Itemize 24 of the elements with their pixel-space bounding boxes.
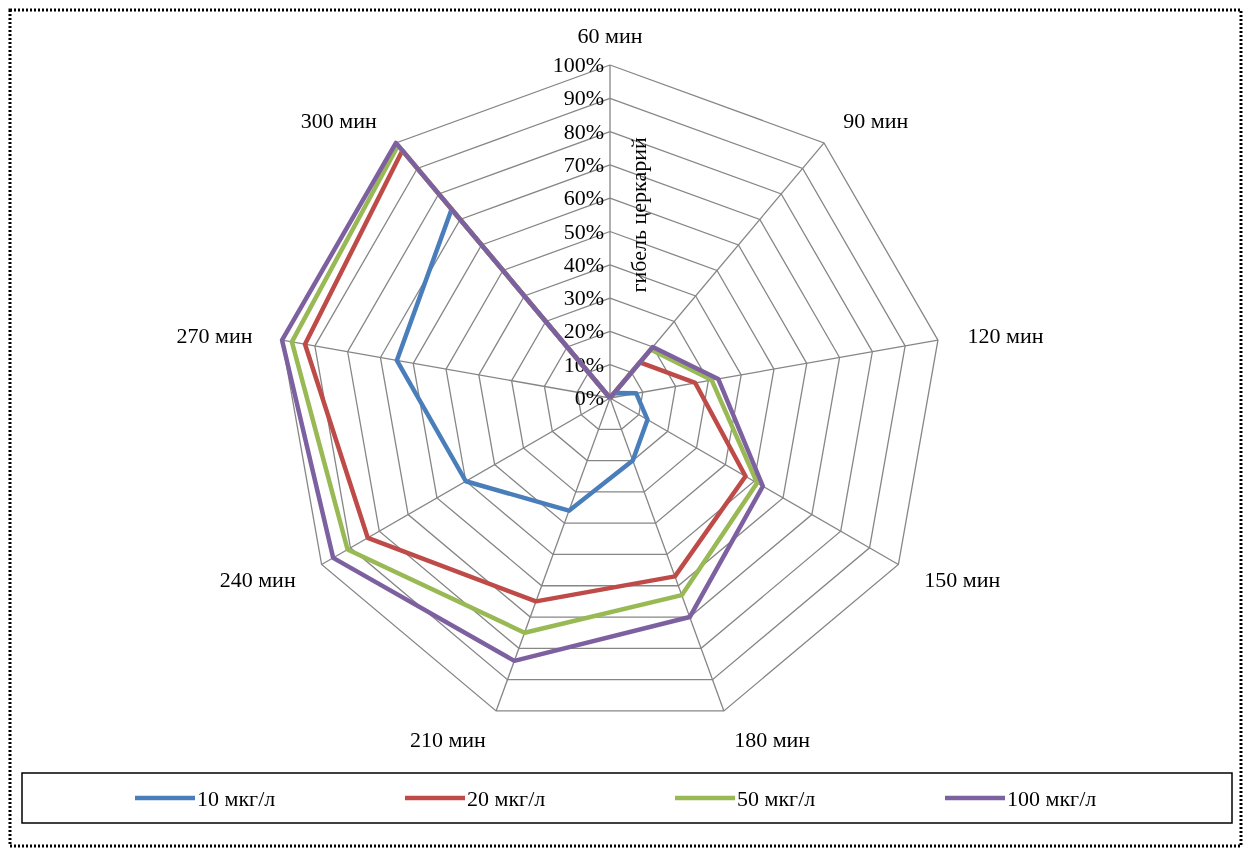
legend-label: 100 мкг/л	[1007, 786, 1097, 811]
y-tick-label: 30%	[563, 285, 604, 311]
y-tick-label: 90%	[563, 85, 604, 111]
text: гибель церкарий	[626, 137, 651, 293]
y-tick-label: 50%	[563, 218, 604, 244]
y-tick-label: 40%	[563, 251, 604, 277]
spoke-label: 300 мин	[300, 107, 377, 133]
spoke-label: 180 мин	[734, 727, 811, 753]
spoke-label: 90 мин	[843, 107, 909, 133]
y-tick-label: 20%	[563, 318, 604, 344]
spoke-label: 240 мин	[219, 567, 296, 593]
legend-label: 20 мкг/л	[467, 786, 546, 811]
spoke-label: 210 мин	[409, 727, 487, 753]
legend-label: 50 мкг/л	[737, 786, 816, 811]
spoke-label: 60 мин	[577, 23, 643, 49]
spoke-label: 120 мин	[967, 322, 1044, 348]
y-tick-label: 60%	[563, 185, 604, 211]
y-tick-label: 0%	[574, 385, 604, 410]
legend-label: 10 мкг/л	[197, 786, 276, 811]
y-tick-label: 70%	[563, 151, 604, 177]
spoke-label: 270 мин	[176, 322, 253, 348]
y-tick-label: 100%	[552, 52, 604, 77]
y-tick-label: 80%	[563, 118, 604, 144]
spoke-label: 150 мин	[924, 567, 1001, 593]
